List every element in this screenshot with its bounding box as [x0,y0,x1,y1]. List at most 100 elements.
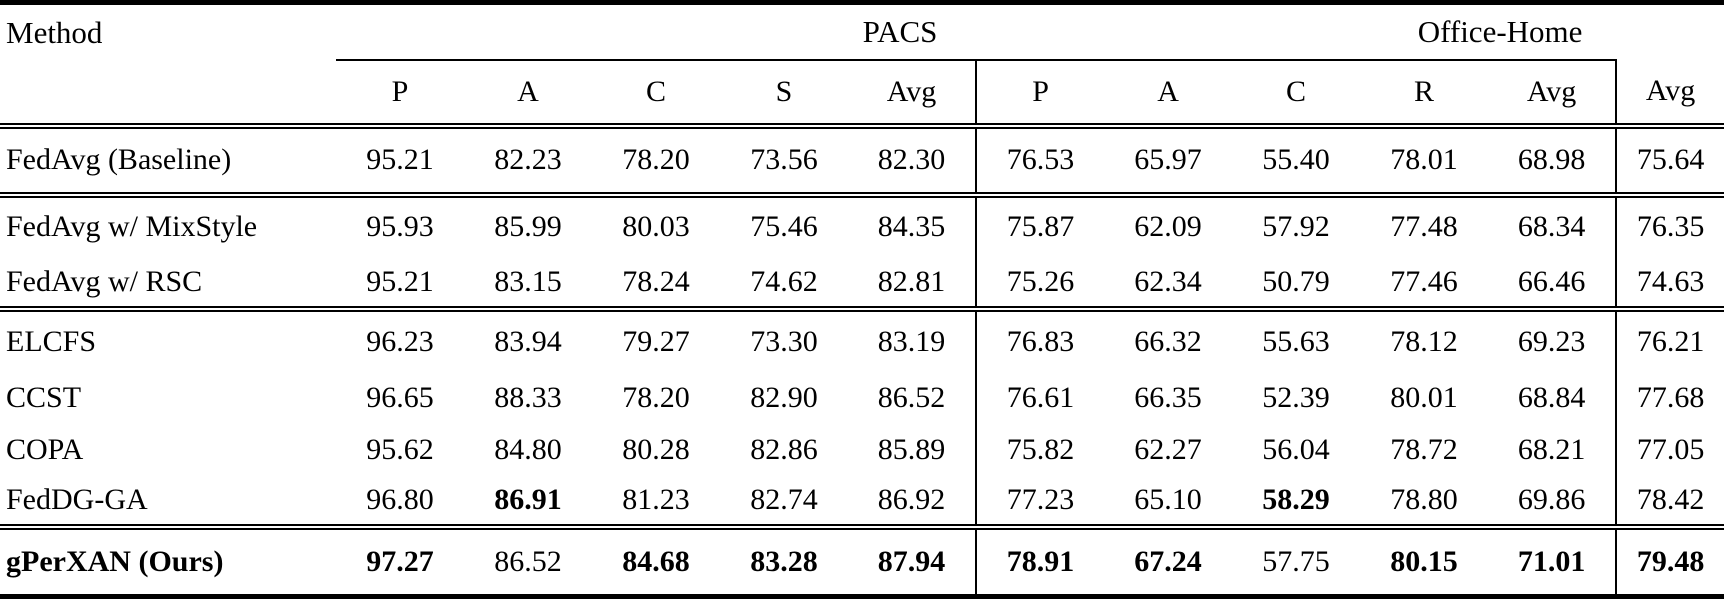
value-cell: 62.27 [1134,432,1202,466]
value-cell: 80.15 [1360,524,1489,597]
col-header-oh-a: A [1104,59,1233,129]
table-row: CCST 96.65 88.33 78.20 82.90 86.52 76.61 66.35 5… [0,371,1724,424]
value-cell: 68.21 [1517,432,1586,466]
value-cell: 77.46 [1390,264,1458,298]
value-cell: 96.23 [336,306,464,372]
value-cell: 82.30 [848,125,978,195]
value-cell: 82.74 [750,482,818,516]
value-cell: 50.79 [1262,264,1330,298]
value-cell: 78.12 [1360,306,1489,372]
value-cell: 65.97 [1134,143,1202,177]
value-cell: 96.65 [366,380,434,414]
value-cell: 79.27 [592,306,720,372]
value-cell: 86.92 [848,475,978,528]
value-cell: 84.35 [848,191,978,258]
value-cell: 81.23 [622,482,690,516]
value-cell: 95.62 [366,432,434,466]
value-cell: 87.94 [848,524,978,597]
col-header-pacs-a: A [464,59,592,129]
value-cell: 95.93 [336,191,464,258]
value-cell: 88.33 [494,380,562,414]
col-header-oh-avg: Avg [1488,59,1617,129]
value-cell: 69.23 [1488,306,1617,372]
value-cell: 86.52 [848,371,978,424]
table-row: FedAvg w/ RSC 95.21 83.15 78.24 74.62 82.81 75… [0,257,1724,310]
value-cell: 96.80 [366,482,434,516]
method-cell: FedAvg w/ RSC [6,264,203,298]
value-cell: 75.82 [1006,432,1075,466]
group-header-spacer [1616,3,1724,60]
group-header-row: Method PACS Office-Home [0,2,1724,61]
value-cell: 68.98 [1517,143,1586,177]
value-cell: 85.99 [464,191,592,258]
table-row: FedAvg w/ MixStyle 95.93 85.99 80.03 75.46 84… [0,191,1724,258]
method-cell: FedAvg w/ MixStyle [0,191,336,258]
col-header-oh-c: C [1232,59,1361,129]
method-cell: ELCFS [0,306,336,372]
value-cell: 52.39 [1262,380,1330,414]
value-cell: 83.19 [848,306,978,372]
value-cell: 62.09 [1104,191,1233,258]
value-cell: 80.28 [622,432,690,466]
value-cell: 80.01 [1390,380,1458,414]
value-cell: 56.04 [1262,432,1330,466]
value-cell: 74.62 [750,264,818,298]
value-cell: 78.20 [622,143,690,177]
value-cell: 68.84 [1517,380,1586,414]
value-cell: 67.24 [1104,524,1233,597]
method-cell: FedAvg (Baseline) [6,143,232,177]
value-cell: 97.27 [336,524,464,597]
table-row: COPA 95.62 84.80 80.28 82.86 85.89 75.82 62.27 5… [0,423,1724,476]
table-row: ELCFS 96.23 83.94 79.27 73.30 83.19 76.83 66.32… [0,306,1724,372]
value-cell: 66.46 [1517,264,1586,298]
value-cell: 82.90 [750,380,818,414]
col-header-pacs-s: S [720,59,848,129]
table-header: Method PACS Office-Home P A C S Avg P A … [0,2,1724,129]
value-cell: 68.34 [1488,191,1617,258]
value-cell: 57.92 [1232,191,1361,258]
col-header-pacs-avg: Avg [848,59,978,129]
value-cell: 83.15 [494,264,562,298]
value-cell: 66.32 [1104,306,1233,372]
value-cell: 73.56 [750,143,818,177]
value-cell: 83.28 [720,524,848,597]
value-cell: 86.91 [494,482,562,516]
value-cell: 69.86 [1517,482,1586,516]
col-header-oh-p: P [976,59,1105,129]
method-cell: gPerXAN (Ours) [0,524,336,597]
value-cell: 78.80 [1390,482,1458,516]
value-cell: 95.21 [366,264,434,298]
table-body: FedAvg (Baseline) 95.21 82.23 78.20 73.56 82.… [0,125,1724,597]
value-cell: 84.68 [592,524,720,597]
value-cell: 76.83 [976,306,1105,372]
value-cell: 55.40 [1262,143,1330,177]
table-row: FedDG-GA 96.80 86.91 81.23 82.74 86.92 77.23 65… [0,475,1724,528]
overall-avg-cell: 76.35 [1615,191,1724,258]
value-cell: 78.91 [976,524,1105,597]
method-header-spacer [0,59,336,129]
value-cell: 85.89 [848,423,978,476]
value-cell: 78.01 [1390,143,1458,177]
value-cell: 77.23 [1006,482,1075,516]
method-cell: COPA [6,432,84,466]
pacs-group-header: PACS [336,2,977,61]
value-cell: 86.52 [464,524,592,597]
method-cell: CCST [6,380,82,414]
col-header-oh-r: R [1360,59,1489,129]
overall-avg-cell: 75.64 [1615,125,1724,195]
col-header-overall-avg: Avg [1615,59,1724,129]
value-cell: 75.46 [720,191,848,258]
value-cell: 78.20 [622,380,690,414]
overall-avg-cell: 79.48 [1615,524,1724,597]
col-header-pacs-c: C [592,59,720,129]
sub-header-row: P A C S Avg P A C R Avg Avg [0,59,1724,129]
office-home-group-header: Office-Home [976,2,1617,61]
method-cell: FedDG-GA [6,482,148,516]
overall-avg-cell: 78.42 [1615,475,1724,528]
value-cell: 83.94 [464,306,592,372]
value-cell: 57.75 [1232,524,1361,597]
value-cell: 73.30 [720,306,848,372]
value-cell: 66.35 [1134,380,1202,414]
